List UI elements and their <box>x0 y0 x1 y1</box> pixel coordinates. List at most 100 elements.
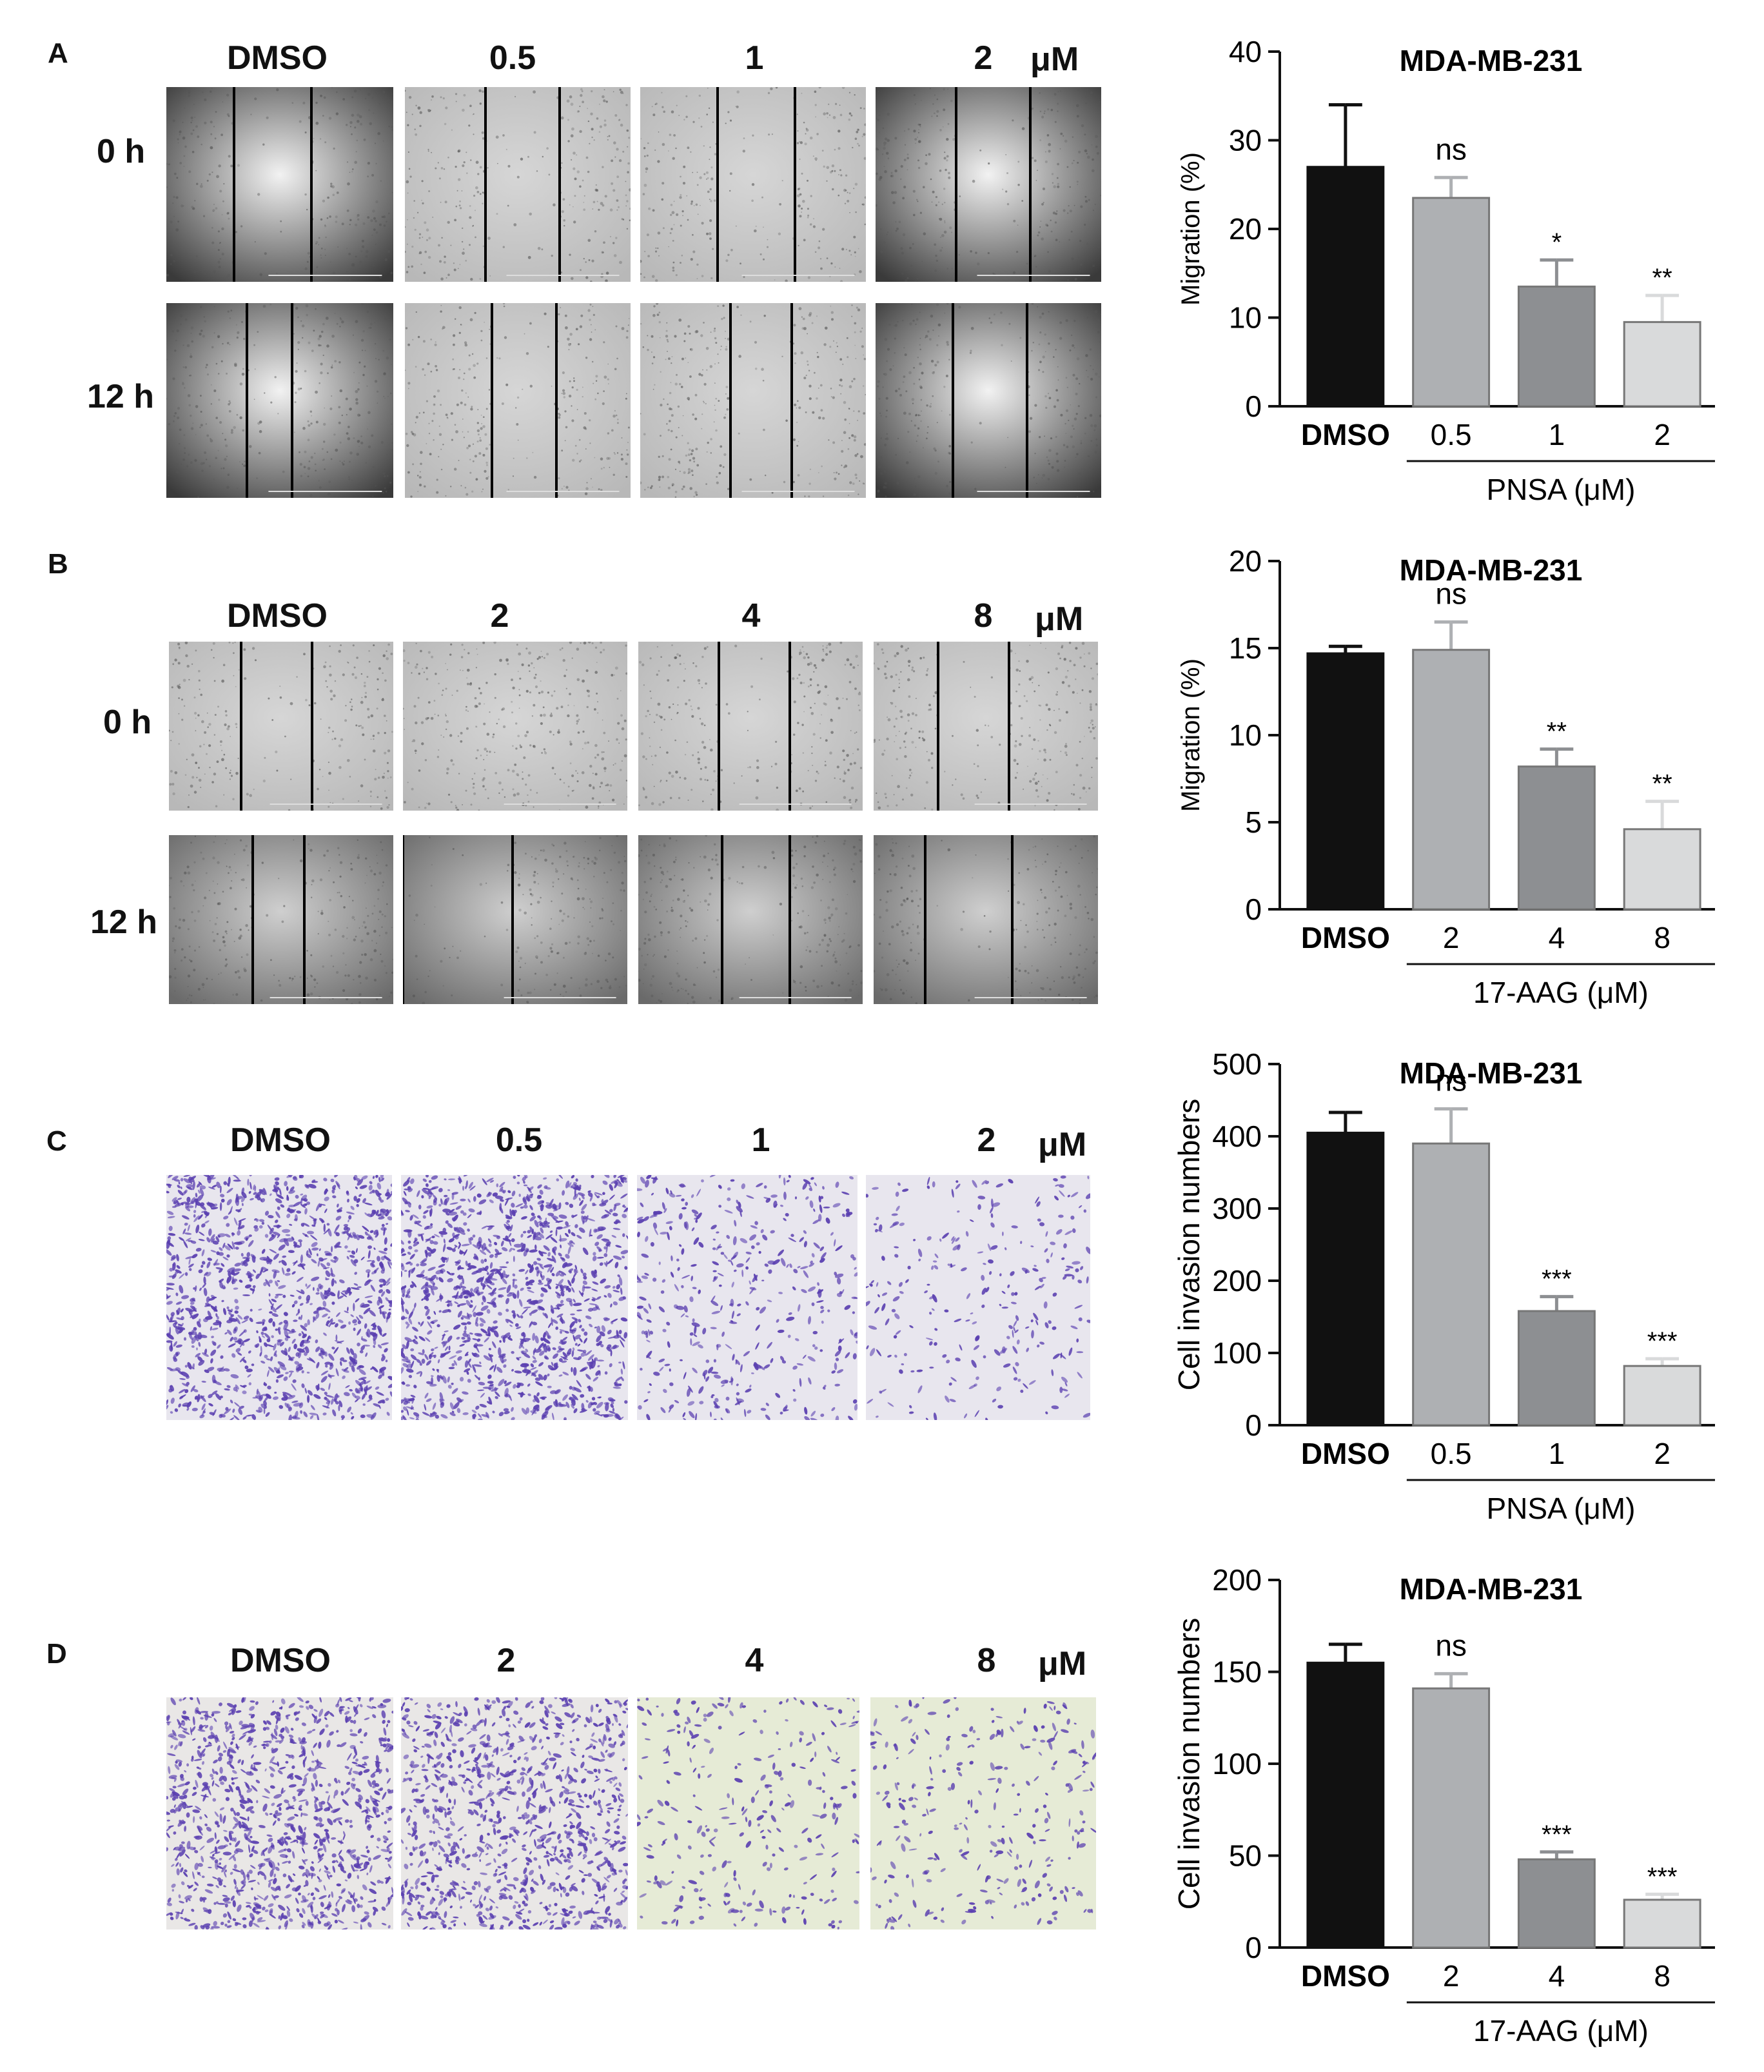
bar <box>1412 649 1491 911</box>
x-tick-label: 4 <box>1549 921 1565 954</box>
wound-healing-micrograph <box>638 835 863 1004</box>
y-tick-label: 10 <box>1229 301 1262 335</box>
wound-healing-micrograph <box>874 835 1098 1004</box>
concentration-label: 8 <box>974 597 993 635</box>
y-axis-label: Migration (%) <box>1177 658 1205 812</box>
panel-letter-c: C <box>46 1125 67 1157</box>
transwell-micrograph <box>166 1697 393 1929</box>
wound-healing-micrograph <box>876 87 1101 282</box>
bar-chart-migration-pnsa: MDA-MB-231 0 10 20 30 40 Migration (%) DMSO ns 0.… <box>1148 26 1728 522</box>
wound-healing-micrograph <box>403 642 627 811</box>
bar <box>1517 1858 1596 1949</box>
significance-label: *** <box>1542 1820 1572 1849</box>
y-tick-label: 10 <box>1229 718 1262 752</box>
significance-label: ns <box>1435 1628 1467 1662</box>
y-tick-label: 100 <box>1212 1336 1262 1370</box>
x-tick-label: DMSO <box>1301 1437 1390 1470</box>
significance-label: ns <box>1435 1063 1467 1097</box>
significance-label: *** <box>1647 1862 1678 1891</box>
y-tick-label: 0 <box>1245 1931 1262 1964</box>
bar <box>1306 652 1385 911</box>
x-tick-label: 0.5 <box>1431 418 1472 451</box>
transwell-micrograph <box>401 1175 628 1420</box>
y-tick-label: 200 <box>1212 1264 1262 1297</box>
y-tick-label: 30 <box>1229 124 1262 157</box>
bar <box>1623 1365 1701 1426</box>
bar <box>1517 1310 1596 1426</box>
concentration-label: 2 <box>974 39 993 77</box>
y-tick-label: 150 <box>1212 1655 1262 1689</box>
concentration-label: 2 <box>977 1121 996 1159</box>
wound-healing-micrograph <box>405 303 631 498</box>
x-tick-label: 2 <box>1443 921 1460 954</box>
wound-healing-micrograph <box>876 303 1101 498</box>
chart-title: MDA-MB-231 <box>1400 553 1583 587</box>
transwell-micrograph <box>637 1175 858 1420</box>
y-tick-label: 20 <box>1229 544 1262 578</box>
wound-healing-micrograph <box>166 303 393 498</box>
y-axis-label: Migration (%) <box>1177 152 1205 306</box>
unit-label: μM <box>1038 1645 1087 1682</box>
time-label-0h: 0 h <box>103 704 152 741</box>
wound-healing-micrograph <box>169 642 393 811</box>
bar <box>1623 828 1701 911</box>
wound-healing-micrograph <box>874 642 1098 811</box>
concentration-label: 0.5 <box>489 39 536 77</box>
group-label: 17-AAG (μM) <box>1473 2014 1649 2047</box>
y-tick-label: 500 <box>1212 1047 1262 1081</box>
x-tick-label: 8 <box>1654 921 1671 954</box>
y-tick-label: 300 <box>1212 1192 1262 1225</box>
unit-label: μM <box>1035 600 1084 638</box>
y-tick-label: 40 <box>1229 35 1262 68</box>
chart-title: MDA-MB-231 <box>1400 1056 1583 1090</box>
concentration-label: 2 <box>490 597 509 635</box>
x-tick-label: DMSO <box>1301 418 1390 451</box>
concentration-label: 4 <box>745 1642 764 1679</box>
bar <box>1412 1687 1491 1949</box>
y-tick-label: 100 <box>1212 1747 1262 1781</box>
transwell-micrograph <box>866 1175 1090 1420</box>
concentration-label: DMSO <box>227 39 328 77</box>
bar <box>1306 1131 1385 1426</box>
x-tick-label: 8 <box>1654 1959 1671 1993</box>
transwell-micrograph <box>166 1175 392 1420</box>
x-tick-label: 2 <box>1654 418 1671 451</box>
wound-healing-micrograph <box>166 87 393 282</box>
significance-label: *** <box>1542 1265 1572 1294</box>
group-label: 17-AAG (μM) <box>1473 976 1649 1009</box>
chart-title: MDA-MB-231 <box>1400 1572 1583 1606</box>
significance-label: ns <box>1435 132 1467 166</box>
unit-label: μM <box>1030 41 1079 78</box>
x-tick-label: 1 <box>1549 418 1565 451</box>
y-tick-label: 15 <box>1229 631 1262 665</box>
y-tick-label: 0 <box>1245 1408 1262 1442</box>
x-tick-label: 2 <box>1654 1437 1671 1470</box>
x-tick-label: 4 <box>1549 1959 1565 1993</box>
x-tick-label: 0.5 <box>1431 1437 1472 1470</box>
y-tick-label: 5 <box>1245 805 1262 839</box>
significance-label: ** <box>1547 718 1567 746</box>
bar <box>1412 1142 1491 1426</box>
bar-chart-invasion-17aag: MDA-MB-231 0 50 100 150 200 Cell invasion numb… <box>1148 1554 1728 2064</box>
bar <box>1623 1899 1701 1949</box>
concentration-label: 4 <box>741 597 761 635</box>
wound-healing-micrograph <box>403 835 627 1004</box>
group-label: PNSA (μM) <box>1486 473 1635 506</box>
y-tick-label: 20 <box>1229 212 1262 246</box>
x-tick-label: 1 <box>1549 1437 1565 1470</box>
wound-healing-micrograph <box>638 642 863 811</box>
x-tick-label: 2 <box>1443 1959 1460 1993</box>
y-axis-label: Cell invasion numbers <box>1172 1099 1206 1391</box>
group-label: PNSA (μM) <box>1486 1492 1635 1525</box>
bar <box>1517 765 1596 911</box>
bar-chart-invasion-pnsa: MDA-MB-231 0 100 200 300 400 500 Cell invasion … <box>1148 1038 1728 1541</box>
y-tick-label: 0 <box>1245 390 1262 423</box>
significance-label: ** <box>1652 264 1672 292</box>
y-tick-label: 0 <box>1245 893 1262 926</box>
concentration-label: 1 <box>745 39 764 77</box>
wound-healing-micrograph <box>169 835 393 1004</box>
concentration-label: 0.5 <box>495 1121 543 1159</box>
panel-letter-b: B <box>48 548 68 580</box>
y-tick-label: 400 <box>1212 1120 1262 1153</box>
concentration-label: 1 <box>751 1121 770 1159</box>
